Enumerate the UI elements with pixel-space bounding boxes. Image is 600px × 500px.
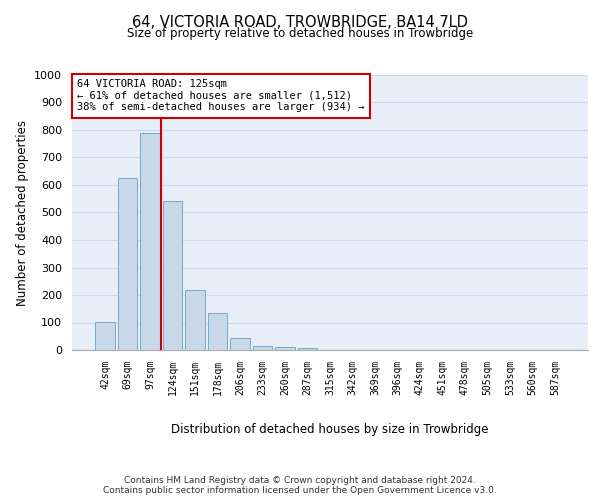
Bar xyxy=(140,132,160,350)
Text: Contains HM Land Registry data © Crown copyright and database right 2024.
Contai: Contains HM Land Registry data © Crown c… xyxy=(103,476,497,495)
Bar xyxy=(95,322,115,350)
Bar xyxy=(275,347,295,350)
Bar xyxy=(230,338,250,350)
Text: 64, VICTORIA ROAD, TROWBRIDGE, BA14 7LD: 64, VICTORIA ROAD, TROWBRIDGE, BA14 7LD xyxy=(132,15,468,30)
Bar xyxy=(118,178,137,350)
Bar xyxy=(208,313,227,350)
Bar xyxy=(185,290,205,350)
Bar xyxy=(298,348,317,350)
Bar xyxy=(163,202,182,350)
Bar xyxy=(253,346,272,350)
Text: Distribution of detached houses by size in Trowbridge: Distribution of detached houses by size … xyxy=(171,422,489,436)
Text: Size of property relative to detached houses in Trowbridge: Size of property relative to detached ho… xyxy=(127,28,473,40)
Y-axis label: Number of detached properties: Number of detached properties xyxy=(16,120,29,306)
Text: 64 VICTORIA ROAD: 125sqm
← 61% of detached houses are smaller (1,512)
38% of sem: 64 VICTORIA ROAD: 125sqm ← 61% of detach… xyxy=(77,79,365,112)
